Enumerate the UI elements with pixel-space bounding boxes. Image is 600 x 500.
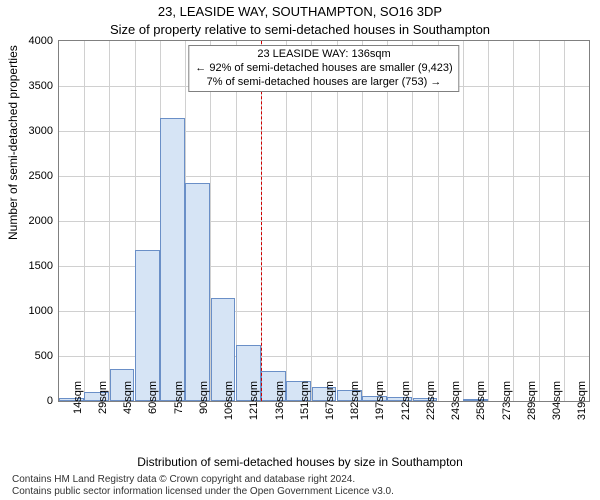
gridline-v [488, 41, 489, 401]
x-tick-label: 182sqm [349, 381, 361, 429]
chart-title-main: 23, LEASIDE WAY, SOUTHAMPTON, SO16 3DP [0, 4, 600, 19]
x-tick-label: 258sqm [475, 381, 487, 429]
x-tick-label: 29sqm [97, 381, 109, 429]
gridline-v [412, 41, 413, 401]
x-tick-label: 151sqm [299, 381, 311, 429]
marker-vertical-line [261, 41, 262, 401]
x-tick-label: 60sqm [147, 381, 159, 429]
x-tick-label: 304sqm [551, 381, 563, 429]
x-tick-label: 319sqm [576, 381, 588, 429]
x-tick-label: 273sqm [501, 381, 513, 429]
gridline-v [513, 41, 514, 401]
annotation-box: 23 LEASIDE WAY: 136sqm ← 92% of semi-det… [188, 45, 459, 92]
gridline-v [84, 41, 85, 401]
gridline-v [109, 41, 110, 401]
y-tick-label: 3000 [29, 125, 53, 137]
y-tick-label: 0 [47, 395, 53, 407]
x-tick-label: 243sqm [450, 381, 462, 429]
y-tick-label: 1000 [29, 305, 53, 317]
x-tick-label: 106sqm [223, 381, 235, 429]
x-axis-label: Distribution of semi-detached houses by … [0, 455, 600, 469]
x-tick-label: 75sqm [173, 381, 185, 429]
annotation-line: ← 92% of semi-detached houses are smalle… [195, 62, 452, 76]
histogram-bar [185, 183, 210, 401]
gridline-h [59, 221, 589, 222]
x-tick-label: 212sqm [400, 381, 412, 429]
plot-area: 0500100015002000250030003500400014sqm29s… [58, 40, 590, 402]
y-tick-label: 4000 [29, 35, 53, 47]
gridline-v [311, 41, 312, 401]
gridline-v [362, 41, 363, 401]
y-tick-label: 500 [35, 350, 53, 362]
x-tick-label: 121sqm [248, 381, 260, 429]
chart-title-sub: Size of property relative to semi-detach… [0, 22, 600, 37]
gridline-v [539, 41, 540, 401]
x-tick-label: 228sqm [425, 381, 437, 429]
footer-line: Contains HM Land Registry data © Crown c… [12, 474, 394, 486]
gridline-v [387, 41, 388, 401]
gridline-v [463, 41, 464, 401]
attribution-footer: Contains HM Land Registry data © Crown c… [12, 474, 394, 498]
y-tick-label: 1500 [29, 260, 53, 272]
annotation-line: 23 LEASIDE WAY: 136sqm [195, 48, 452, 62]
y-tick-label: 3500 [29, 80, 53, 92]
gridline-h [59, 131, 589, 132]
x-tick-label: 136sqm [274, 381, 286, 429]
x-tick-label: 167sqm [324, 381, 336, 429]
x-tick-label: 45sqm [122, 381, 134, 429]
y-tick-label: 2000 [29, 215, 53, 227]
x-tick-label: 289sqm [526, 381, 538, 429]
gridline-v [337, 41, 338, 401]
y-tick-label: 2500 [29, 170, 53, 182]
gridline-h [59, 176, 589, 177]
gridline-v [438, 41, 439, 401]
x-tick-label: 14sqm [72, 381, 84, 429]
histogram-bar [160, 118, 185, 401]
annotation-line: 7% of semi-detached houses are larger (7… [195, 76, 452, 90]
gridline-v [286, 41, 287, 401]
histogram-bar [135, 250, 160, 401]
x-tick-label: 197sqm [374, 381, 386, 429]
chart-root: 23, LEASIDE WAY, SOUTHAMPTON, SO16 3DP S… [0, 0, 600, 500]
gridline-v [564, 41, 565, 401]
footer-line: Contains public sector information licen… [12, 486, 394, 498]
x-tick-label: 90sqm [198, 381, 210, 429]
y-axis-label: Number of semi-detached properties [6, 45, 20, 240]
